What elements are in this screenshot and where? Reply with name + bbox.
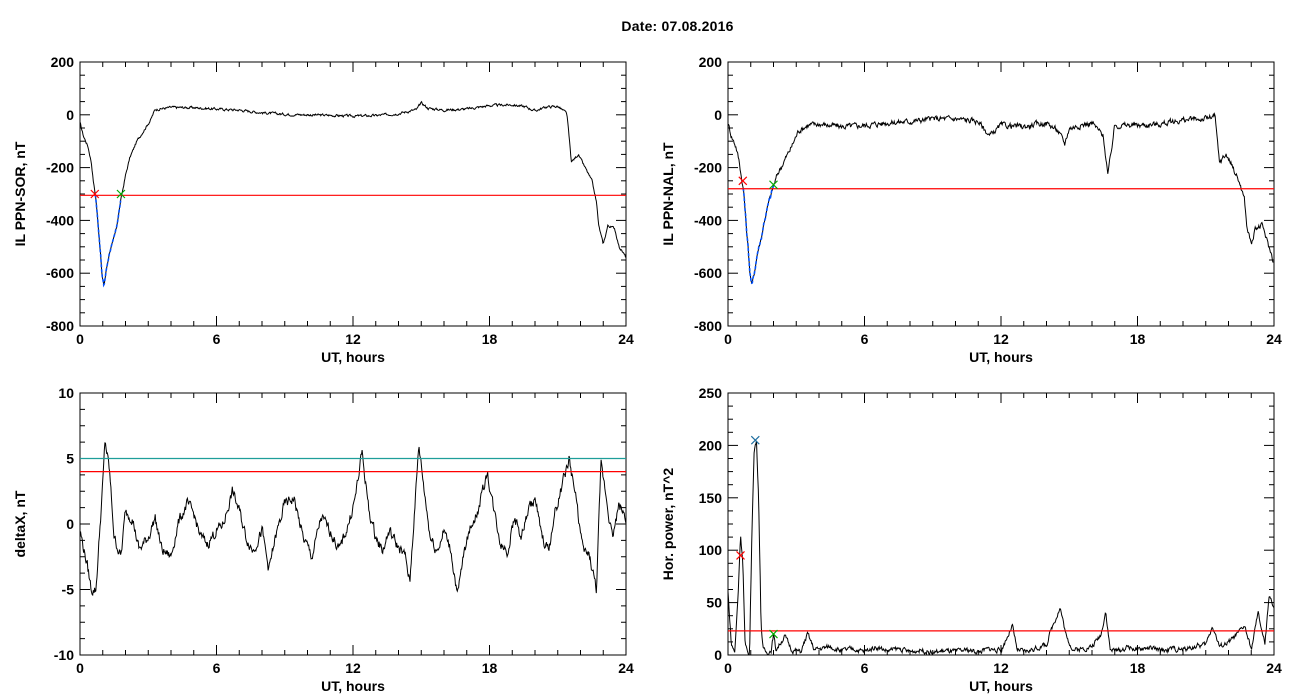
event-marker <box>90 189 100 199</box>
y-axis-label: IL PPN-SOR, nT <box>12 141 28 246</box>
y-tick-label: 250 <box>699 385 723 401</box>
y-tick-label: -10 <box>54 647 74 663</box>
highlight-segment <box>94 194 122 288</box>
y-tick-label: 0 <box>714 647 722 663</box>
y-tick-label: -600 <box>46 265 74 281</box>
y-tick-label: -600 <box>694 265 722 281</box>
event-marker <box>736 551 745 560</box>
y-tick-label: -5 <box>62 582 75 598</box>
y-tick-label: 150 <box>699 490 723 506</box>
x-axis-label: UT, hours <box>321 349 385 365</box>
y-tick-label: 200 <box>699 54 723 70</box>
highlight-segment <box>742 185 775 285</box>
page-title: Date: 07.08.2016 <box>621 18 734 34</box>
x-axis-label: UT, hours <box>321 678 385 694</box>
x-tick-label: 0 <box>76 660 84 676</box>
x-tick-label: 0 <box>76 331 84 347</box>
x-tick-label: 24 <box>618 331 634 347</box>
series-line <box>80 442 626 597</box>
series-line <box>80 100 626 287</box>
x-tick-label: 12 <box>993 331 1009 347</box>
event-marker <box>116 189 126 199</box>
plot-frame <box>727 61 1275 327</box>
y-axis-label: IL PPN-NAL, nT <box>660 142 676 246</box>
series-line <box>728 440 1274 655</box>
x-tick-label: 6 <box>861 331 869 347</box>
y-tick-label: 0 <box>714 107 722 123</box>
x-tick-label: 6 <box>861 660 869 676</box>
y-axis-label: Hor. power, nT^2 <box>660 468 676 581</box>
y-tick-label: -200 <box>694 160 722 176</box>
x-tick-label: 12 <box>993 660 1009 676</box>
y-tick-label: -800 <box>46 318 74 334</box>
chart-panel-1: 0 6 12 18 24 -800 -600 -400 -200 0 200 UT, hours IL … <box>12 54 634 365</box>
event-marker <box>769 180 778 190</box>
y-tick-label: -400 <box>694 212 722 228</box>
x-tick-label: 18 <box>482 331 498 347</box>
x-tick-label: 6 <box>213 331 221 347</box>
chart-panel-2: 0 6 12 18 24 -800 -600 -400 -200 0 200 UT, hours IL … <box>660 54 1282 365</box>
y-axis-label: deltaX, nT <box>12 490 28 557</box>
plot-area <box>80 100 626 288</box>
x-axis-label: UT, hours <box>969 678 1033 694</box>
plot-area <box>728 112 1274 285</box>
plot-area <box>80 442 626 597</box>
x-tick-label: 0 <box>724 660 732 676</box>
event-marker <box>750 435 760 445</box>
y-tick-label: 200 <box>51 54 75 70</box>
y-tick-label: 5 <box>66 451 74 467</box>
x-tick-label: 24 <box>1266 660 1282 676</box>
y-tick-label: 0 <box>66 516 74 532</box>
x-tick-label: 24 <box>618 660 634 676</box>
series-line <box>728 112 1274 284</box>
chart-panel-4: 0 6 12 18 24 0 50 100 150 200 250 UT, hours Hor. pow… <box>660 385 1282 694</box>
y-tick-label: -400 <box>46 212 74 228</box>
x-tick-label: 18 <box>1130 660 1146 676</box>
x-axis-label: UT, hours <box>969 349 1033 365</box>
y-tick-label: 200 <box>699 437 723 453</box>
x-tick-label: 12 <box>345 660 361 676</box>
event-marker <box>769 629 778 639</box>
x-tick-label: 12 <box>345 331 361 347</box>
y-tick-label: 10 <box>58 385 74 401</box>
plot-frame <box>727 392 1275 656</box>
x-tick-label: 18 <box>1130 331 1146 347</box>
y-tick-label: 100 <box>699 542 723 558</box>
plot-area <box>728 435 1274 655</box>
chart-panel-3: 0 6 12 18 24 -10 -5 0 5 10 UT, hours deltaX, nT <box>12 385 634 694</box>
x-tick-label: 6 <box>213 660 221 676</box>
plot-frame <box>79 392 627 656</box>
y-tick-label: -200 <box>46 160 74 176</box>
y-tick-label: 0 <box>66 107 74 123</box>
y-tick-label: -800 <box>694 318 722 334</box>
y-tick-label: 50 <box>706 595 722 611</box>
x-tick-label: 24 <box>1266 331 1282 347</box>
x-tick-label: 0 <box>724 331 732 347</box>
event-marker <box>738 176 748 186</box>
x-tick-label: 18 <box>482 660 498 676</box>
plot-frame <box>79 61 627 327</box>
